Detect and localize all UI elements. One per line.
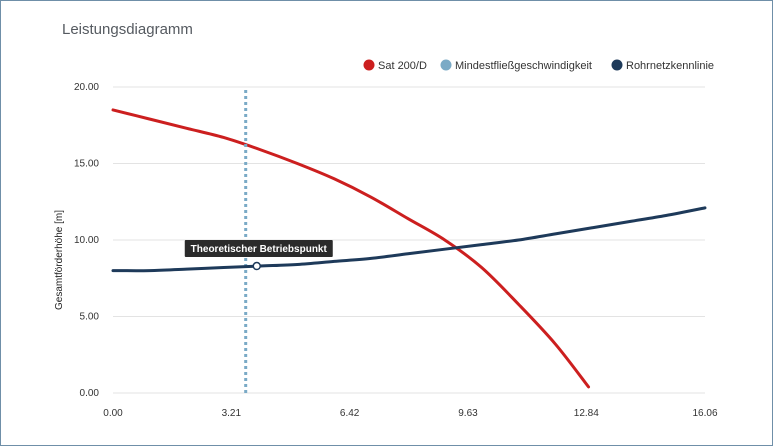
y-tick-label: 0.00 — [80, 388, 100, 399]
legend-label: Mindestfließgeschwindigkeit — [455, 60, 592, 72]
series-line-rohrnetzkennlinie[interactable] — [111, 206, 707, 273]
chart-title: Leistungsdiagramm — [62, 21, 193, 38]
annotations: Theoretischer Betriebspunkt — [184, 240, 333, 271]
y-tick-label: 10.00 — [74, 235, 99, 246]
legend-label: Rohrnetzkennlinie — [626, 60, 714, 72]
x-tick-label: 16.06 — [692, 408, 717, 419]
x-tick-label: 12.84 — [574, 408, 599, 419]
axes: 0.00 5.00 10.00 15.00 20.00 0.00 3.21 6.42 9.63 1… — [54, 82, 718, 419]
operating-point-marker[interactable] — [252, 261, 262, 271]
legend-label: Sat 200/D — [378, 60, 427, 72]
legend[interactable]: Sat 200/D Mindestfließgeschwindigkeit Rohr… — [363, 59, 715, 73]
legend-item[interactable]: Sat 200/D — [363, 59, 427, 73]
operating-point-label: Theoretischer Betriebspunkt — [191, 244, 328, 255]
y-tick-label: 15.00 — [74, 159, 99, 170]
operating-point-tooltip — [184, 240, 333, 258]
x-tick-label: 3.21 — [222, 408, 242, 419]
legend-marker — [611, 59, 623, 71]
x-tick-label: 0.00 — [103, 408, 123, 419]
series-layer — [111, 87, 707, 393]
grid — [113, 86, 705, 394]
legend-item[interactable]: Mindestfließgeschwindigkeit — [440, 59, 592, 73]
legend-marker — [363, 59, 375, 71]
x-tick-label: 6.42 — [340, 408, 360, 419]
y-axis-title: Gesamtförderhöhe [m] — [54, 210, 65, 310]
x-tick-label: 9.63 — [458, 408, 478, 419]
series-line-sat-200-d[interactable] — [111, 108, 591, 389]
y-tick-label: 5.00 — [80, 312, 100, 323]
legend-marker — [440, 59, 452, 71]
legend-item[interactable]: Rohrnetzkennlinie — [611, 59, 715, 73]
y-tick-label: 20.00 — [74, 82, 99, 93]
